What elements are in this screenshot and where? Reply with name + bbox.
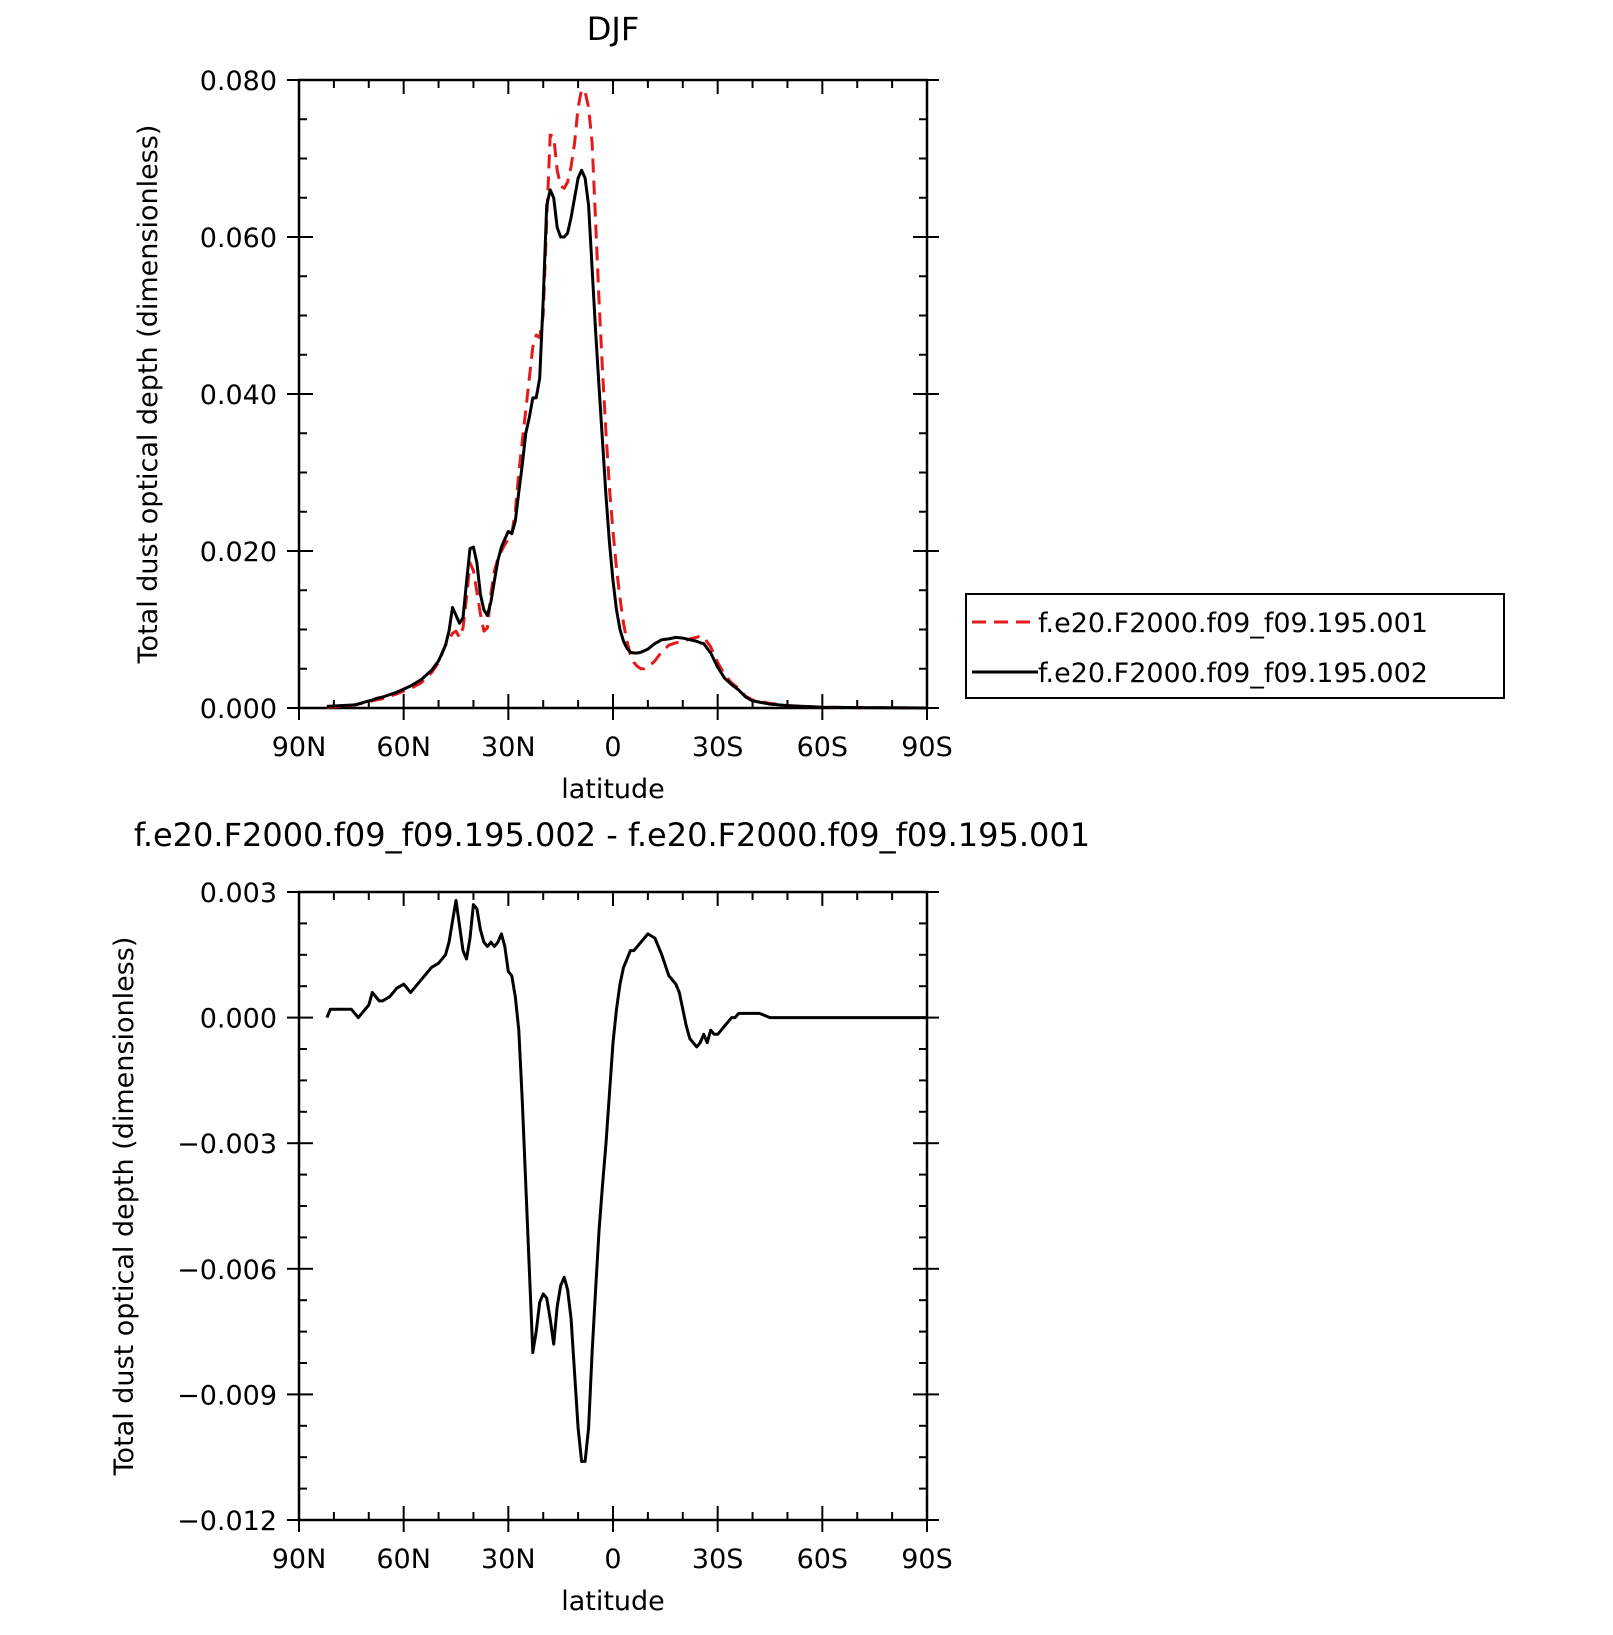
x-tick-label: 90S <box>901 732 953 763</box>
y-tick-label: 0.080 <box>200 66 277 97</box>
series-line <box>326 168 928 710</box>
plot-frame <box>297 78 929 710</box>
y-tick-label: −0.006 <box>177 1255 277 1286</box>
y-tick-label: 0.020 <box>200 537 277 568</box>
bottom-panel: f.e20.F2000.f09_f09.195.002 - f.e20.F200… <box>109 816 1090 1617</box>
legend-label: f.e20.F2000.f09_f09.195.002 <box>1038 658 1428 689</box>
x-tick-label: 90S <box>901 1544 953 1575</box>
plot-title: f.e20.F2000.f09_f09.195.002 - f.e20.F200… <box>134 816 1090 854</box>
y-axis-title: Total dust optical depth (dimensionless) <box>109 937 140 1477</box>
legend-label: f.e20.F2000.f09_f09.195.001 <box>1038 608 1428 639</box>
y-tick-label: 0.040 <box>200 380 277 411</box>
x-tick-label: 30N <box>481 732 536 763</box>
series-line <box>325 898 927 1463</box>
y-tick-label: 0.000 <box>200 694 277 725</box>
x-tick-label: 90N <box>272 1544 327 1575</box>
y-tick-label: 0.000 <box>200 1004 277 1035</box>
x-tick-label: 60N <box>376 732 431 763</box>
x-tick-label: 60N <box>376 1544 431 1575</box>
x-tick-label: 0 <box>604 732 621 763</box>
x-tick-label: 30S <box>692 1544 744 1575</box>
y-axis-title: Total dust optical depth (dimensionless) <box>133 125 164 665</box>
legend-box <box>965 593 1505 699</box>
plot-frame <box>297 890 929 1522</box>
x-tick-label: 60S <box>797 1544 849 1575</box>
x-axis-title: latitude <box>561 1586 665 1617</box>
x-tick-label: 90N <box>272 732 327 763</box>
x-tick-label: 30S <box>692 732 744 763</box>
x-tick-label: 0 <box>604 1544 621 1575</box>
legend: f.e20.F2000.f09_f09.195.001 f.e20.F2000.f… <box>965 593 1505 699</box>
y-tick-label: −0.012 <box>177 1506 277 1537</box>
series-line <box>326 87 928 710</box>
plot-title: DJF <box>587 10 639 48</box>
y-tick-label: 0.060 <box>200 223 277 254</box>
y-tick-label: 0.003 <box>200 878 277 909</box>
x-tick-label: 60S <box>797 732 849 763</box>
y-tick-label: −0.003 <box>177 1129 277 1160</box>
x-axis-title: latitude <box>561 774 665 805</box>
y-tick-label: −0.009 <box>177 1380 277 1411</box>
x-tick-label: 30N <box>481 1544 536 1575</box>
top-panel: DJF 90N 60N 30N 0 30S 60S 90S 0.000 0.020 0.040 0.0… <box>133 10 953 805</box>
